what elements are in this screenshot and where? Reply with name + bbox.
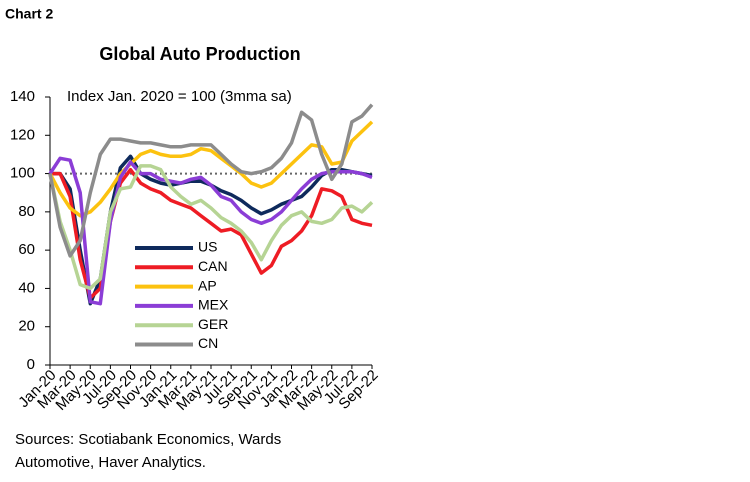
chart-title: Global Auto Production — [99, 44, 300, 64]
legend-label: CAN — [198, 258, 228, 274]
legend-label: MEX — [198, 297, 229, 313]
y-tick-label: 40 — [18, 279, 35, 296]
source-line: Sources: Scotiabank Economics, Wards — [15, 431, 281, 448]
y-tick-label: 100 — [10, 165, 35, 182]
y-tick-label: 0 — [27, 356, 35, 373]
source-line: Automotive, Haver Analytics. — [15, 454, 206, 471]
series-line — [48, 103, 374, 258]
y-tick-label: 80 — [18, 203, 35, 220]
y-tick-label: 140 — [10, 88, 35, 105]
y-tick-label: 60 — [18, 241, 35, 258]
y-tick-label: 20 — [18, 318, 35, 335]
series-line — [48, 156, 373, 306]
y-tick-label: 120 — [10, 126, 35, 143]
legend-label: CN — [198, 335, 218, 351]
legend-label: AP — [198, 277, 217, 293]
chart-subtitle: Index Jan. 2020 = 100 (3mma sa) — [67, 88, 292, 105]
legend-label: US — [198, 239, 217, 255]
series-line — [48, 164, 374, 291]
chart-label: Chart 2 — [5, 6, 53, 22]
legend-label: GER — [198, 316, 228, 332]
